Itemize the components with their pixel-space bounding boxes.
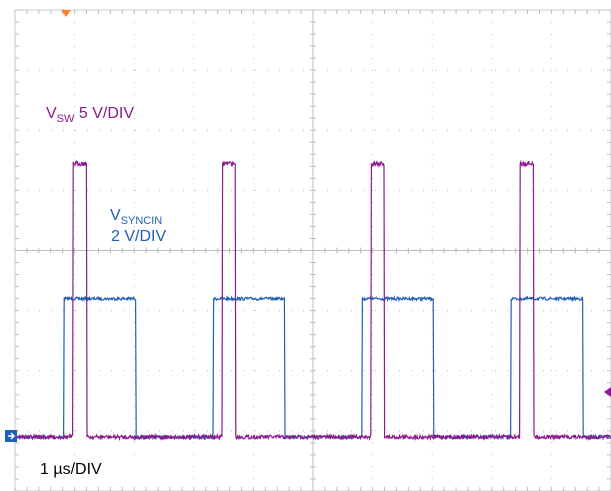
sync-label-sub: SYNCIN	[121, 215, 163, 227]
sync-scale-label: 2 V/DIV	[111, 228, 166, 245]
sw-label-scale: 5 V/DIV	[74, 105, 134, 122]
sw-label-sub: SW	[57, 113, 75, 125]
traces	[14, 159, 611, 442]
sync-label-main: V	[110, 207, 121, 224]
timebase-label: 1 µs/DIV	[40, 461, 102, 478]
trigger-level-marker	[604, 387, 611, 397]
sw-label-main: V	[46, 105, 57, 122]
sw-channel-label: VSW 5 V/DIV	[46, 105, 134, 125]
trace-vsw	[14, 159, 611, 442]
ground-reference-marker	[5, 430, 17, 442]
graticule	[14, 9, 611, 491]
trace-vsyncin	[14, 294, 611, 441]
trigger-position-marker	[61, 10, 71, 17]
timebase-label-bg	[34, 457, 152, 481]
sync-channel-label: VSYNCIN	[110, 207, 162, 227]
